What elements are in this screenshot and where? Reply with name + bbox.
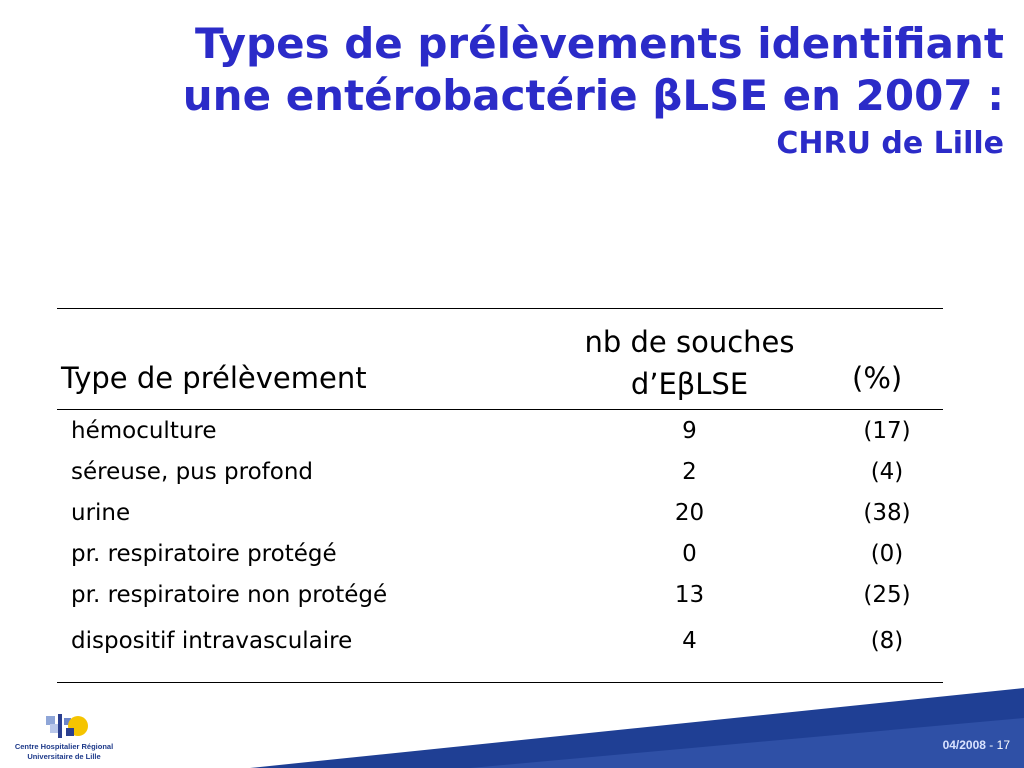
cell-percent: (0) <box>870 541 904 567</box>
cell-count: 9 <box>682 418 697 444</box>
logo-line-1: Centre Hospitalier Régional <box>14 742 114 751</box>
page-number: 17 <box>996 738 1010 752</box>
cell-percent: (25) <box>863 582 911 608</box>
cell-type: séreuse, pus profond <box>71 459 314 485</box>
cell-type: hémoculture <box>71 418 217 444</box>
title-subtitle: CHRU de Lille <box>776 126 1004 161</box>
table-row: pr. respiratoire non protégé 13 (25) <box>57 576 943 616</box>
title-line-2: une entérobactérie βLSE en 2007 : <box>182 71 1004 120</box>
cell-count: 0 <box>682 541 697 567</box>
table-row: pr. respiratoire protégé 0 (0) <box>57 535 943 575</box>
table-row: urine 20 (38) <box>57 494 943 534</box>
cell-percent: (17) <box>863 418 911 444</box>
slide-title: Types de prélèvements identifiant une en… <box>14 18 1004 164</box>
table-header: Type de prélèvement nb de souches d’EβLS… <box>57 309 943 410</box>
logo-line-2: Universitaire de Lille <box>27 752 101 761</box>
specimen-table: Type de prélèvement nb de souches d’EβLS… <box>57 308 943 683</box>
chru-logo-icon <box>46 714 88 738</box>
title-line-1: Types de prélèvements identifiant <box>194 19 1004 68</box>
header-count-line-2: d’EβLSE <box>630 367 749 401</box>
cell-percent: (38) <box>863 500 911 526</box>
cell-count: 13 <box>674 582 705 608</box>
table-row: dispositif intravasculaire 4 (8) <box>57 622 943 662</box>
chru-logo-text: Centre Hospitalier Régional Universitair… <box>8 742 120 762</box>
header-type: Type de prélèvement <box>61 361 367 395</box>
table-body: hémoculture 9 (17) séreuse, pus profond … <box>57 410 943 682</box>
footer-band-light <box>470 718 1024 768</box>
chru-logo: Centre Hospitalier Régional Universitair… <box>8 712 118 766</box>
header-count-line-1: nb de souches <box>584 325 795 359</box>
header-percent: (%) <box>852 361 903 395</box>
cell-percent: (4) <box>870 459 904 485</box>
cell-count: 2 <box>682 459 697 485</box>
cell-count: 20 <box>674 500 705 526</box>
table-row: hémoculture 9 (17) <box>57 412 943 452</box>
cell-type: urine <box>71 500 131 526</box>
header-count: nb de souches d’EβLSE <box>547 321 832 405</box>
cell-type: pr. respiratoire protégé <box>71 541 337 567</box>
footer-date: 04/2008 <box>942 738 986 752</box>
cell-count: 4 <box>682 628 697 654</box>
cell-type: pr. respiratoire non protégé <box>71 582 388 608</box>
footer-separator: - <box>989 738 994 752</box>
cell-type: dispositif intravasculaire <box>71 628 353 654</box>
table-row: séreuse, pus profond 2 (4) <box>57 453 943 493</box>
slide-footer: 04/2008 - 17 <box>943 738 1010 752</box>
cell-percent: (8) <box>870 628 904 654</box>
